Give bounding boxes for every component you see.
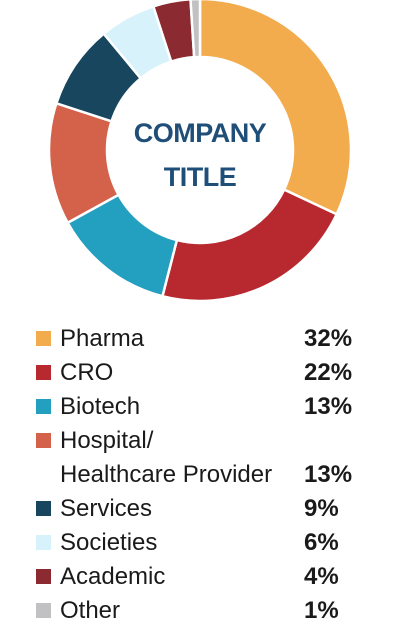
legend-swatch-services (36, 501, 51, 516)
legend-label-societies: Societies (60, 529, 158, 556)
legend-swatch-societies (36, 535, 51, 550)
chart-title-line-2: TITLE (164, 162, 237, 192)
legend-item-hospital: Hospital/ Healthcare Provider 13% (36, 422, 376, 490)
legend-label-biotech: Biotech (60, 393, 141, 420)
legend-label-other: Other (60, 597, 121, 624)
legend-swatch-academic (36, 569, 51, 584)
legend-swatch-biotech (36, 399, 51, 414)
legend-value-pharma: 32% (304, 325, 353, 352)
legend-value-academic: 4% (304, 563, 339, 590)
legend-item-services: Services 9% (36, 490, 376, 524)
legend-value-societies: 6% (304, 529, 339, 556)
legend-label-academic: Academic (60, 563, 166, 590)
legend-value-other: 1% (304, 597, 339, 624)
donut-chart: COMPANY TITLE (0, 0, 400, 320)
donut-chart-svg: COMPANY TITLE (47, 0, 353, 303)
legend-value-hospital: 13% (304, 461, 353, 488)
donut-slices (47, 0, 353, 303)
legend-label-cro: CRO (60, 359, 114, 386)
legend-item-pharma: Pharma 32% (36, 320, 376, 354)
legend-label-hospital-line-1: Hospital/ (60, 427, 154, 454)
chart-legend: Pharma 32% CRO 22% Biotech 13% Hospital/… (36, 320, 376, 626)
legend-label-services: Services (60, 495, 153, 522)
donut-slice-pharma (198, 0, 353, 216)
legend-label-hospital-line-2: Healthcare Provider (60, 461, 273, 488)
legend-value-biotech: 13% (304, 393, 353, 420)
donut-slice-cro (160, 187, 339, 303)
legend-swatch-cro (36, 365, 51, 380)
legend-label-pharma: Pharma (60, 325, 145, 352)
legend-item-academic: Academic 4% (36, 558, 376, 592)
legend-item-societies: Societies 6% (36, 524, 376, 558)
legend-swatch-hospital (36, 433, 51, 448)
legend-swatch-other (36, 603, 51, 618)
chart-title-line-1: COMPANY (134, 118, 267, 148)
legend-item-cro: CRO 22% (36, 354, 376, 388)
legend-item-other: Other 1% (36, 592, 376, 626)
legend-value-cro: 22% (304, 359, 353, 386)
legend-swatch-pharma (36, 331, 51, 346)
legend-item-biotech: Biotech 13% (36, 388, 376, 422)
legend-value-services: 9% (304, 495, 339, 522)
donut-slice-other (189, 0, 202, 59)
